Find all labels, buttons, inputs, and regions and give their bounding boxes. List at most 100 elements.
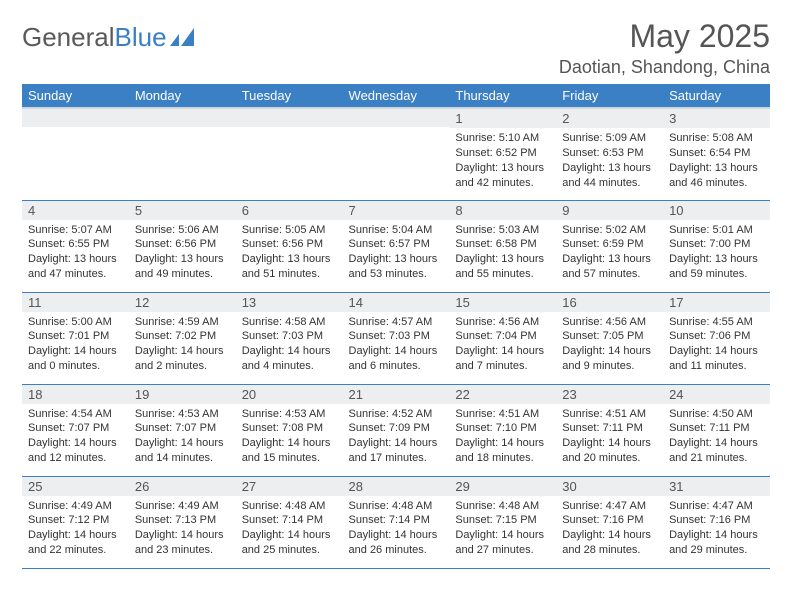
day-detail-line: Sunrise: 4:55 AM [669, 315, 764, 330]
day-detail-line: Sunrise: 5:07 AM [28, 223, 123, 238]
day-number: 28 [343, 477, 450, 496]
day-detail-line: Sunrise: 4:58 AM [242, 315, 337, 330]
calendar-cell: 1Sunrise: 5:10 AMSunset: 6:52 PMDaylight… [449, 108, 556, 200]
day-detail-line: Sunrise: 4:47 AM [562, 499, 657, 514]
day-detail-line: Sunset: 6:57 PM [349, 237, 444, 252]
day-detail-line: Sunset: 7:15 PM [455, 513, 550, 528]
day-detail-line: and 9 minutes. [562, 359, 657, 374]
day-number: 16 [556, 293, 663, 312]
calendar-cell: 27Sunrise: 4:48 AMSunset: 7:14 PMDayligh… [236, 476, 343, 568]
day-details: Sunrise: 4:59 AMSunset: 7:02 PMDaylight:… [129, 312, 236, 378]
day-detail-line: Sunrise: 4:54 AM [28, 407, 123, 422]
day-detail-line: Sunset: 7:16 PM [562, 513, 657, 528]
day-number: 24 [663, 385, 770, 404]
calendar-cell: 26Sunrise: 4:49 AMSunset: 7:13 PMDayligh… [129, 476, 236, 568]
day-detail-line: Sunset: 7:10 PM [455, 421, 550, 436]
day-detail-line: Sunrise: 5:03 AM [455, 223, 550, 238]
day-details: Sunrise: 4:53 AMSunset: 7:08 PMDaylight:… [236, 404, 343, 470]
day-detail-line: and 42 minutes. [455, 176, 550, 191]
day-detail-line: Daylight: 14 hours [135, 344, 230, 359]
day-number [236, 109, 343, 127]
day-detail-line: and 59 minutes. [669, 267, 764, 282]
day-number: 17 [663, 293, 770, 312]
day-number: 10 [663, 201, 770, 220]
logo-sail-icon [170, 28, 196, 48]
day-detail-line: and 7 minutes. [455, 359, 550, 374]
day-details: Sunrise: 4:47 AMSunset: 7:16 PMDaylight:… [556, 496, 663, 562]
day-detail-line: Sunset: 7:16 PM [669, 513, 764, 528]
day-detail-line: and 57 minutes. [562, 267, 657, 282]
day-detail-line: Sunset: 7:08 PM [242, 421, 337, 436]
calendar-cell: 20Sunrise: 4:53 AMSunset: 7:08 PMDayligh… [236, 384, 343, 476]
day-detail-line: Daylight: 14 hours [28, 528, 123, 543]
day-detail-line: Daylight: 14 hours [242, 528, 337, 543]
day-detail-line: Sunrise: 5:08 AM [669, 131, 764, 146]
day-detail-line: Sunset: 7:02 PM [135, 329, 230, 344]
calendar-cell: 23Sunrise: 4:51 AMSunset: 7:11 PMDayligh… [556, 384, 663, 476]
day-details: Sunrise: 4:51 AMSunset: 7:10 PMDaylight:… [449, 404, 556, 470]
day-detail-line: and 23 minutes. [135, 543, 230, 558]
day-detail-line: Daylight: 14 hours [562, 436, 657, 451]
day-detail-line: Daylight: 14 hours [28, 344, 123, 359]
calendar-cell: 22Sunrise: 4:51 AMSunset: 7:10 PMDayligh… [449, 384, 556, 476]
calendar-cell: 25Sunrise: 4:49 AMSunset: 7:12 PMDayligh… [22, 476, 129, 568]
day-detail-line: Sunset: 7:04 PM [455, 329, 550, 344]
day-detail-line: and 55 minutes. [455, 267, 550, 282]
col-thursday: Thursday [449, 84, 556, 108]
calendar-cell: 8Sunrise: 5:03 AMSunset: 6:58 PMDaylight… [449, 200, 556, 292]
day-detail-line: and 18 minutes. [455, 451, 550, 466]
day-detail-line: Sunset: 6:59 PM [562, 237, 657, 252]
day-number: 14 [343, 293, 450, 312]
calendar-cell: 4Sunrise: 5:07 AMSunset: 6:55 PMDaylight… [22, 200, 129, 292]
day-detail-line: and 47 minutes. [28, 267, 123, 282]
day-detail-line: Sunset: 7:11 PM [669, 421, 764, 436]
day-detail-line: and 2 minutes. [135, 359, 230, 374]
day-detail-line: Sunset: 7:11 PM [562, 421, 657, 436]
day-detail-line: and 46 minutes. [669, 176, 764, 191]
day-detail-line: Daylight: 13 hours [562, 252, 657, 267]
calendar-week-row: 18Sunrise: 4:54 AMSunset: 7:07 PMDayligh… [22, 384, 770, 476]
day-detail-line: Daylight: 13 hours [669, 252, 764, 267]
col-sunday: Sunday [22, 84, 129, 108]
day-details: Sunrise: 4:47 AMSunset: 7:16 PMDaylight:… [663, 496, 770, 562]
day-detail-line: Sunset: 7:14 PM [349, 513, 444, 528]
day-details: Sunrise: 5:02 AMSunset: 6:59 PMDaylight:… [556, 220, 663, 286]
day-detail-line: and 26 minutes. [349, 543, 444, 558]
day-details [129, 127, 236, 187]
day-detail-line: Daylight: 13 hours [349, 252, 444, 267]
calendar-cell: 12Sunrise: 4:59 AMSunset: 7:02 PMDayligh… [129, 292, 236, 384]
day-number: 7 [343, 201, 450, 220]
day-detail-line: Daylight: 14 hours [562, 344, 657, 359]
day-detail-line: Sunrise: 4:53 AM [135, 407, 230, 422]
day-detail-line: and 12 minutes. [28, 451, 123, 466]
day-detail-line: Sunrise: 5:01 AM [669, 223, 764, 238]
day-detail-line: and 49 minutes. [135, 267, 230, 282]
logo-text-blue: Blue [115, 22, 167, 53]
day-detail-line: Sunrise: 4:51 AM [562, 407, 657, 422]
day-detail-line: and 51 minutes. [242, 267, 337, 282]
day-details: Sunrise: 4:49 AMSunset: 7:12 PMDaylight:… [22, 496, 129, 562]
day-detail-line: Daylight: 14 hours [349, 528, 444, 543]
day-detail-line: Sunrise: 4:59 AM [135, 315, 230, 330]
day-detail-line: and 22 minutes. [28, 543, 123, 558]
calendar-cell: 7Sunrise: 5:04 AMSunset: 6:57 PMDaylight… [343, 200, 450, 292]
day-detail-line: and 4 minutes. [242, 359, 337, 374]
calendar-week-row: 1Sunrise: 5:10 AMSunset: 6:52 PMDaylight… [22, 108, 770, 200]
col-wednesday: Wednesday [343, 84, 450, 108]
calendar-week-row: 11Sunrise: 5:00 AMSunset: 7:01 PMDayligh… [22, 292, 770, 384]
day-detail-line: Sunrise: 4:48 AM [242, 499, 337, 514]
day-details: Sunrise: 4:54 AMSunset: 7:07 PMDaylight:… [22, 404, 129, 470]
calendar-cell: 21Sunrise: 4:52 AMSunset: 7:09 PMDayligh… [343, 384, 450, 476]
calendar-cell: 16Sunrise: 4:56 AMSunset: 7:05 PMDayligh… [556, 292, 663, 384]
day-detail-line: and 53 minutes. [349, 267, 444, 282]
day-number: 22 [449, 385, 556, 404]
day-number: 4 [22, 201, 129, 220]
day-detail-line: Sunset: 6:54 PM [669, 146, 764, 161]
day-number: 21 [343, 385, 450, 404]
day-detail-line: and 11 minutes. [669, 359, 764, 374]
day-detail-line: and 27 minutes. [455, 543, 550, 558]
day-detail-line: Sunset: 6:58 PM [455, 237, 550, 252]
day-detail-line: and 44 minutes. [562, 176, 657, 191]
calendar-cell: 17Sunrise: 4:55 AMSunset: 7:06 PMDayligh… [663, 292, 770, 384]
day-number: 13 [236, 293, 343, 312]
